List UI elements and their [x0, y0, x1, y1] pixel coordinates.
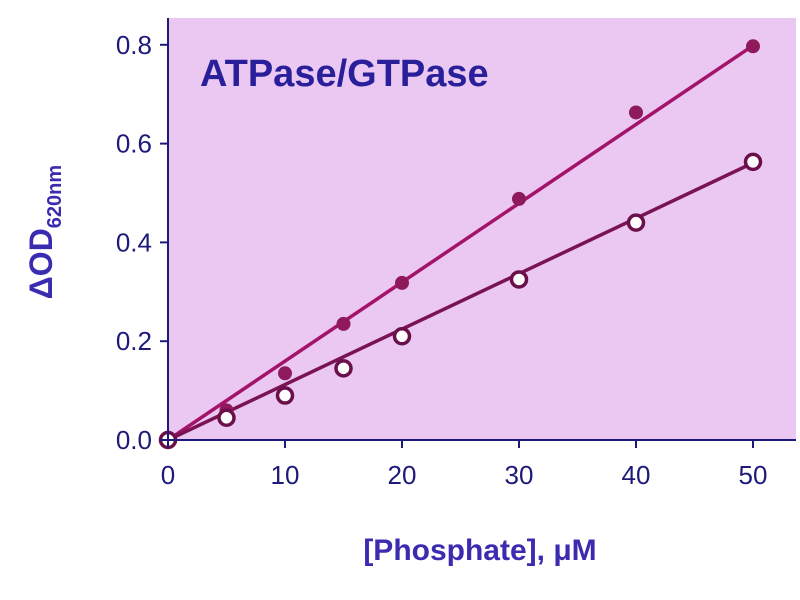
- series-2-point: [626, 213, 646, 232]
- series-1-point: [395, 275, 409, 290]
- series-2-point: [743, 152, 763, 172]
- series-1-point: [278, 366, 292, 381]
- y-axis-title-subscript: 620nm: [44, 165, 66, 228]
- series-1-point: [629, 105, 643, 120]
- series-2-point: [275, 386, 295, 405]
- series-1-point: [746, 39, 760, 54]
- chart-title: ATPase/GTPase: [200, 53, 489, 95]
- series-2-fit-line: [167, 161, 754, 442]
- series-1-point: [336, 316, 351, 331]
- series-2-point: [217, 408, 236, 428]
- y-tick-label: 0.2: [116, 326, 152, 356]
- series-2-point: [392, 327, 412, 346]
- x-axis-title: [Phosphate], μM: [363, 534, 596, 567]
- series-2-point: [334, 359, 353, 378]
- y-tick-label: 0.8: [116, 30, 152, 60]
- x-tick-label: 10: [271, 460, 300, 490]
- x-tick-label: 0: [161, 460, 175, 490]
- x-tick-label: 30: [505, 460, 534, 490]
- series-2-point: [509, 270, 529, 289]
- y-tick-label: 0.0: [116, 425, 152, 455]
- x-tick-label: 20: [388, 460, 417, 490]
- y-axis-title-main: ΔOD: [23, 228, 59, 299]
- y-tick-label: 0.4: [116, 227, 152, 257]
- series-1-point: [512, 191, 526, 206]
- series-1-fit-line: [167, 44, 754, 442]
- x-tick-label: 40: [622, 460, 651, 490]
- y-axis-title: ΔOD620nm: [23, 165, 66, 299]
- y-tick-label: 0.6: [116, 129, 152, 159]
- x-tick-label: 50: [739, 460, 768, 490]
